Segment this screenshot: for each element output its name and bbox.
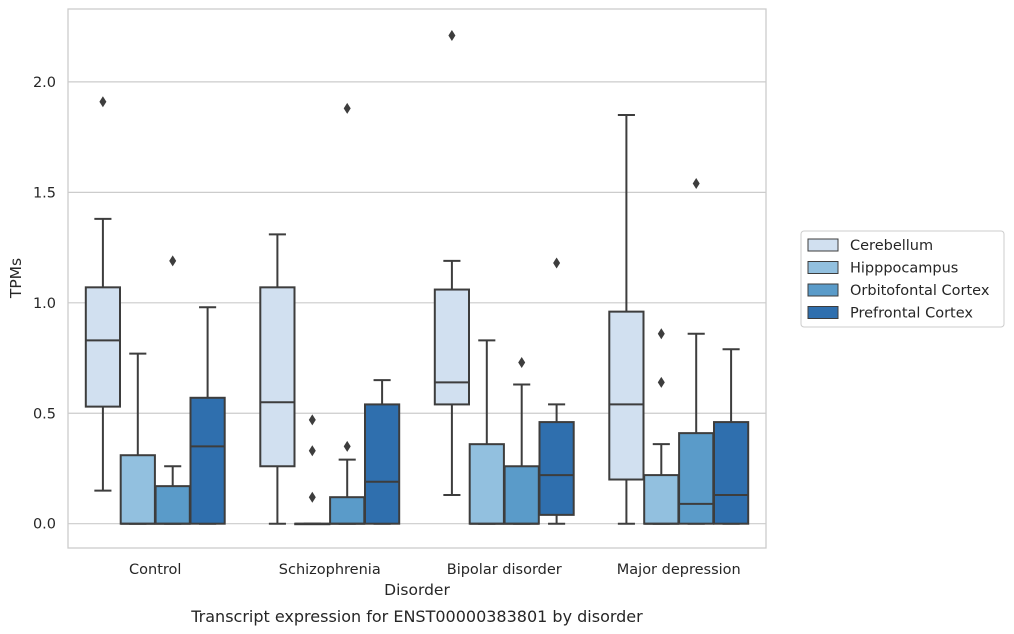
legend-swatch [807,238,839,252]
legend-swatch [807,283,839,297]
x-tick-labels: Control Schizophrenia Bipolar disorder Majo… [129,562,741,578]
outlier-point [308,491,316,503]
box-orbitofontal-cortex [678,178,715,525]
x-tick-label: Bipolar disorder [447,562,562,578]
iqr-box [154,485,191,525]
outlier-point [308,414,316,426]
outlier-point [553,257,561,269]
box-cerebellum [259,233,296,525]
box-hipppocampus [468,339,505,525]
figure-caption: Transcript expression for ENST0000038380… [190,607,643,626]
legend-swatch [807,261,839,274]
y-tick-label: 0.5 [33,406,56,422]
box-cerebellum [84,96,122,492]
iqr-box [468,443,505,525]
iqr-box [433,288,471,406]
legend-label: Cerebellum [850,238,933,254]
outlier-point [518,356,526,368]
legend-label: Orbitofontal Cortex [850,283,990,299]
box-orbitofontal-cortex [503,356,540,525]
outlier-point [448,30,456,42]
outlier-point [343,440,351,452]
iqr-box [259,286,296,468]
legend-label: Prefrontal Cortex [850,306,973,322]
box-prefrontal-cortex [538,257,575,525]
iqr-box [119,454,156,525]
outlier-point [169,255,177,267]
y-tick-label: 1.0 [33,296,56,312]
iqr-box [84,286,122,408]
plot-frame [67,8,767,549]
iqr-box [608,310,645,481]
box-hipppocampus [119,352,156,525]
box-hipppocampus [643,328,680,525]
box-cerebellum [608,114,645,525]
y-tick-label: 1.5 [33,185,56,201]
legend-label: Hipppocampus [850,261,958,277]
iqr-box [712,421,750,525]
outlier-point [657,376,665,388]
legend-frame [800,230,1005,328]
outlier-point [343,102,351,114]
x-axis-label: Disorder [384,581,450,599]
legend: Cerebellum Hipppocampus Orbitofontal Corte… [800,230,1005,328]
iqr-box [503,465,540,525]
x-tick-label: Schizophrenia [279,562,381,578]
y-tick-labels: 0.0 0.5 1.0 1.5 2.0 [33,75,56,533]
y-tick-label: 2.0 [33,75,56,91]
x-tick-label: Control [129,562,181,578]
legend-swatch [807,306,839,319]
box-cerebellum [433,30,471,496]
iqr-box [329,496,366,525]
box-prefrontal-cortex [363,379,401,525]
box-orbitofontal-cortex [329,102,366,525]
outlier-point [657,328,665,340]
box-prefrontal-cortex [712,348,750,525]
box-hipppocampus [294,414,331,526]
outlier-point [692,178,700,190]
iqr-box [189,396,226,525]
y-tick-label: 0.0 [33,517,56,533]
y-axis-label: TPMs [7,258,25,299]
box-orbitofontal-cortex [154,255,191,525]
outlier-point [308,445,316,457]
iqr-box [538,421,575,516]
boxes [84,30,750,526]
x-tick-label: Major depression [617,562,741,578]
iqr-box [643,474,680,525]
box-prefrontal-cortex [189,306,226,525]
iqr-box [678,432,715,525]
outlier-point [99,96,107,108]
iqr-box [363,403,401,525]
